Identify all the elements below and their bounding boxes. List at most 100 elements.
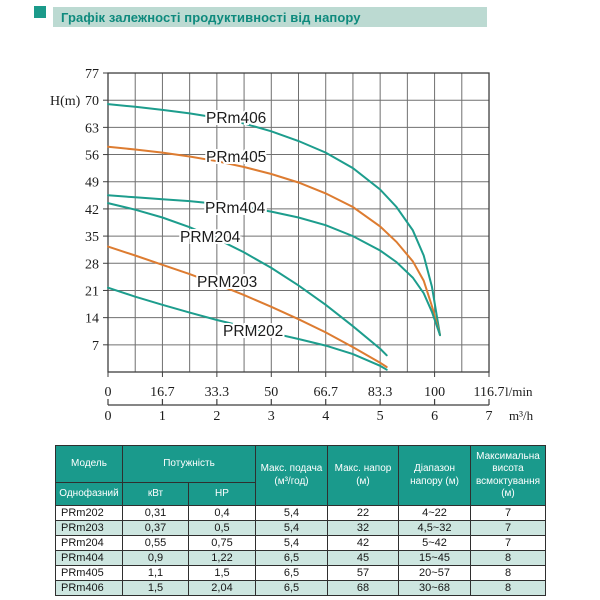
cell-range: 20~57 [398, 565, 471, 581]
curve-label-prm202: PRM202 [223, 323, 283, 340]
x-tick-label-m3h: 3 [268, 409, 275, 424]
cell-head: 32 [327, 520, 399, 536]
table-row: PRm202 0,31 0,4 5,4 22 4~22 7 [55, 505, 546, 521]
cell-kw: 0,37 [122, 520, 189, 536]
cell-kw: 0,9 [122, 550, 189, 566]
cell-model: PRm404 [55, 550, 123, 566]
col-header-max-head: Макс. напор (м) [327, 445, 399, 506]
x-axis-m3h: 0 1 2 3 4 5 6 7 [105, 399, 493, 424]
cell-model: PRm202 [55, 505, 123, 521]
cell-kw: 0,55 [122, 535, 189, 551]
x-axis-lmin: 0 16.7 33.3 50 66.7 83.3 100 116.7 [105, 372, 505, 400]
cell-suction: 7 [470, 535, 546, 551]
cell-model: PRm405 [55, 565, 123, 581]
cell-hp: 1,5 [188, 565, 256, 581]
title-accent-square [34, 6, 46, 18]
cell-kw: 0,31 [122, 505, 189, 521]
table-row: PRm203 0,37 0,5 5,4 32 4,5~32 7 [55, 520, 546, 536]
cell-suction: 7 [470, 505, 546, 521]
curve-prm404 [107, 194, 441, 337]
cell-flow: 5,4 [255, 535, 328, 551]
cell-range: 15~45 [398, 550, 471, 566]
x-tick-label-lmin: 116.7 [474, 385, 505, 400]
col-header-single-phase: Однофазний [55, 482, 123, 506]
cell-head: 45 [327, 550, 399, 566]
x-tick-label-m3h: 6 [431, 409, 438, 424]
x-tick-label-m3h: 2 [213, 409, 220, 424]
x-tick-label-lmin: 50 [264, 385, 278, 400]
curve-prm203 [107, 245, 388, 368]
x-tick-label-m3h: 7 [486, 409, 493, 424]
cell-model: PRm203 [55, 520, 123, 536]
x-tick-label-lmin: 100 [424, 385, 445, 400]
x-tick-label-m3h: 0 [105, 409, 112, 424]
cell-flow: 5,4 [255, 505, 328, 521]
spec-table-body: PRm202 0,31 0,4 5,4 22 4~22 7 PRm203 0,37 0,5 5,4 3… [55, 505, 546, 596]
curve-label-prm404: PRm404 [205, 200, 266, 217]
cell-range: 5~42 [398, 535, 471, 551]
x-tick-label-m3h: 1 [159, 409, 166, 424]
col-header-model: Модель [55, 445, 123, 483]
y-axis-title: H(m) [50, 94, 81, 109]
cell-hp: 0,5 [188, 520, 256, 536]
table-row: PRm404 0,9 1,22 6,5 45 15~45 8 [55, 550, 546, 566]
cell-flow: 6,5 [255, 550, 328, 566]
x-tick-label-lmin: 0 [105, 385, 112, 400]
spec-table-header: Модель Потужність Макс. подача (м³/год) … [55, 445, 546, 506]
x-tick-label-m3h: 5 [377, 409, 384, 424]
cell-hp: 0,75 [188, 535, 256, 551]
cell-model: PRm406 [55, 580, 123, 596]
x-tick-label-lmin: 16.7 [150, 385, 175, 400]
cell-hp: 0,4 [188, 505, 256, 521]
x-axis-unit-lmin: l/min [505, 384, 533, 399]
y-tick-label: 35 [85, 230, 99, 245]
y-tick-label: 56 [85, 149, 99, 164]
curve-prm204 [107, 202, 388, 357]
x-tick-label-lmin: 66.7 [313, 385, 338, 400]
col-header-max-flow: Макс. подача (м³/год) [255, 445, 328, 506]
curve-label-prm203: PRM203 [197, 274, 257, 291]
x-tick-label-m3h: 4 [322, 409, 329, 424]
y-tick-label: 21 [85, 284, 99, 299]
cell-kw: 1,5 [122, 580, 189, 596]
title-bar: Графік залежності продуктивності від нап… [53, 7, 487, 27]
cell-range: 4,5~32 [398, 520, 471, 536]
cell-flow: 6,5 [255, 565, 328, 581]
cell-suction: 7 [470, 520, 546, 536]
cell-flow: 5,4 [255, 520, 328, 536]
col-header-head-range: Діапазон напору (м) [398, 445, 471, 506]
cell-range: 4~22 [398, 505, 471, 521]
col-header-hp: HP [188, 482, 256, 506]
curve-label-prm405: PRm405 [206, 149, 266, 166]
curve-label-prm406: PRm406 [206, 110, 266, 127]
pump-spec-table: Модель Потужність Макс. подача (м³/год) … [55, 445, 546, 596]
col-header-kw: кВт [122, 482, 189, 506]
cell-suction: 8 [470, 550, 546, 566]
curve-labels: PRm406 PRm405 PRm404 PRM204 PRM203 PRM202 [178, 108, 285, 342]
cell-head: 22 [327, 505, 399, 521]
y-axis-labels: 7 14 21 28 35 42 49 56 63 70 77 [85, 67, 108, 354]
col-header-max-suction: Максимальна висота всмоктування (м) [470, 445, 546, 506]
cell-hp: 2,04 [188, 580, 256, 596]
y-tick-label: 28 [85, 257, 99, 272]
y-tick-label: 49 [85, 176, 99, 191]
x-tick-label-lmin: 33.3 [205, 385, 230, 400]
y-tick-label: 14 [85, 312, 99, 327]
curve-prm202 [107, 286, 388, 371]
cell-kw: 1,1 [122, 565, 189, 581]
curve-label-prm204: PRM204 [180, 229, 241, 246]
cell-head: 42 [327, 535, 399, 551]
y-tick-label: 70 [85, 94, 99, 109]
table-row: PRm405 1,1 1,5 6,5 57 20~57 8 [55, 565, 546, 581]
curve-prm405 [107, 145, 441, 337]
y-tick-label: 42 [85, 203, 99, 218]
chart-grid [107, 72, 490, 373]
cell-suction: 8 [470, 565, 546, 581]
cell-model: PRm204 [55, 535, 123, 551]
pump-curves [107, 103, 441, 371]
y-tick-label: 77 [85, 67, 99, 82]
table-row: PRm204 0,55 0,75 5,4 42 5~42 7 [55, 535, 546, 551]
cell-suction: 8 [470, 580, 546, 596]
plot-border [107, 72, 490, 373]
cell-head: 68 [327, 580, 399, 596]
